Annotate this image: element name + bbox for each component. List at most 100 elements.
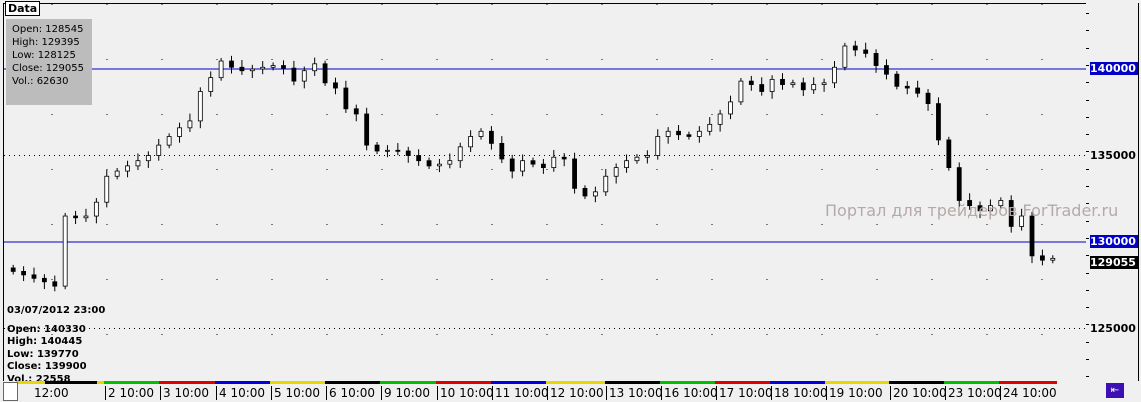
candle-body	[821, 82, 827, 85]
candle-body	[291, 67, 297, 82]
price-tick-label: 130000	[1090, 235, 1138, 248]
axis-tick	[1086, 134, 1089, 136]
time-label: 2 10:00	[105, 386, 154, 400]
candle-body	[1008, 200, 1014, 227]
axis-tick	[1086, 324, 1089, 326]
hover-low: Low: 128125	[12, 50, 76, 61]
session-color-band	[270, 381, 325, 384]
time-label: 23 10:00	[945, 386, 1002, 400]
axis-tick	[1086, 99, 1089, 101]
session-color-band	[889, 381, 944, 384]
candle-body	[145, 155, 151, 162]
candle-body	[135, 160, 141, 167]
time-label: 4 10:00	[216, 386, 265, 400]
candle-body	[395, 149, 401, 152]
time-label: 19 10:00	[826, 386, 883, 400]
candlestick-chart	[4, 4, 1087, 382]
hover-high: High: 129395	[12, 37, 80, 48]
candle-body	[769, 78, 775, 92]
candle-body	[208, 77, 214, 92]
candle-body	[333, 82, 338, 89]
scroll-to-end-button[interactable]: ⇤	[1106, 383, 1124, 398]
last-price-label: 129055	[1090, 255, 1138, 269]
candle-body	[468, 136, 474, 148]
plot-area[interactable]	[3, 3, 1088, 383]
candle-body	[613, 167, 619, 177]
candle-body	[364, 113, 370, 146]
candle-body	[894, 73, 900, 87]
axis-tick	[1086, 30, 1089, 32]
cursor-open: Open: 140330	[7, 323, 86, 335]
candle-body	[863, 49, 869, 54]
candle-body	[655, 136, 661, 156]
candle-body	[229, 60, 234, 68]
axis-tick	[1086, 237, 1089, 239]
candle-body	[780, 78, 785, 85]
candle-body	[385, 149, 390, 152]
candle-body	[405, 150, 411, 156]
time-label: 6 10:00	[326, 386, 375, 400]
session-color-band	[825, 381, 889, 384]
candle-body	[873, 53, 879, 66]
candle-body	[114, 170, 120, 177]
candle-body	[125, 165, 130, 172]
candle-body	[936, 103, 941, 141]
price-tick-label: 125000	[1090, 321, 1136, 335]
candle-body	[946, 139, 952, 169]
candle-body	[676, 130, 681, 136]
candle-body	[52, 281, 58, 287]
time-label: 16 10:00	[661, 386, 718, 400]
cursor-low: Low: 139770	[7, 348, 79, 360]
session-color-band	[215, 381, 270, 384]
candle-body	[447, 160, 453, 165]
time-label: 17 10:00	[716, 386, 773, 400]
cursor-date: 03/07/2012 23:00	[7, 305, 106, 316]
candle-body	[925, 92, 931, 105]
axis-tick	[1086, 47, 1089, 49]
session-color-band	[546, 381, 605, 384]
candle-body	[520, 160, 526, 172]
candle-body	[62, 215, 68, 287]
watermark: Портал для трейдеров ForTrader.ru	[825, 201, 1119, 220]
candle-body	[177, 127, 182, 137]
candle-body	[21, 271, 26, 276]
session-color-band	[770, 381, 825, 384]
candle-body	[800, 82, 806, 91]
candle-body	[218, 60, 224, 79]
axis-tick	[1086, 168, 1089, 170]
candle-body	[592, 191, 598, 197]
time-label: 3 10:00	[160, 386, 209, 400]
time-label: 11 10:00	[492, 386, 549, 400]
candle-body	[665, 130, 671, 137]
session-color-band	[380, 381, 436, 384]
candle-body	[312, 63, 318, 72]
session-color-band	[45, 381, 97, 384]
candle-body	[686, 134, 692, 137]
axis-tick	[1086, 186, 1089, 187]
candle-body	[551, 156, 557, 169]
candle-body	[249, 68, 255, 72]
axis-tick	[1086, 255, 1089, 257]
axis-tick	[1086, 272, 1089, 274]
candle-body	[759, 84, 765, 92]
candle-body	[478, 130, 484, 137]
candle-body	[301, 70, 307, 82]
session-color-band	[944, 381, 999, 384]
time-axis[interactable]: 12:00 2 10:00 3 10:00 4 10:00 5 10:00 6 10:00…	[0, 381, 1141, 402]
axis-tick	[1086, 359, 1089, 360]
candle-body	[41, 277, 47, 283]
candle-body	[915, 87, 921, 94]
axis-tick	[1086, 116, 1089, 118]
candle-body	[561, 156, 567, 160]
candle-body	[728, 101, 733, 115]
session-color-band	[660, 381, 715, 384]
candle-body	[1040, 255, 1045, 261]
session-color-band	[159, 381, 215, 384]
session-color-band	[715, 381, 770, 384]
axis-tick	[1086, 13, 1089, 14]
candle-body	[353, 108, 359, 115]
candle-body	[281, 65, 286, 69]
data-tab[interactable]: Data	[5, 1, 41, 16]
candle-body	[884, 65, 889, 75]
